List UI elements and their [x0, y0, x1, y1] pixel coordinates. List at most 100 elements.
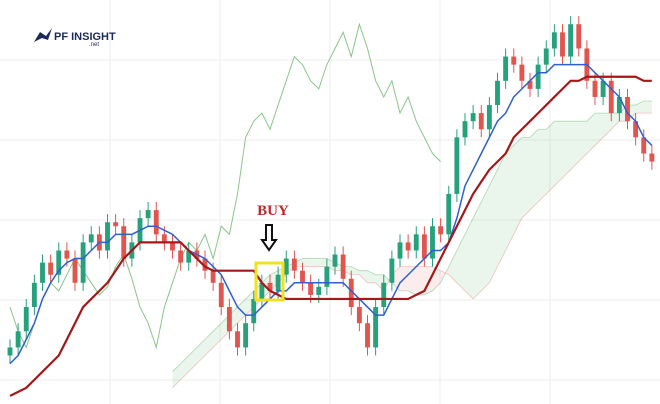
candle-body [15, 331, 21, 348]
cloud-segment [448, 250, 457, 283]
conversion-line [9, 63, 653, 365]
candle-body [121, 226, 127, 259]
cloud-segment [473, 202, 482, 299]
candle-body [64, 250, 70, 259]
candle-body [470, 113, 476, 122]
cloud-segment [196, 339, 205, 364]
candle-body [186, 250, 192, 263]
cloud-segment [570, 121, 579, 170]
logo: PF INSIGHT .net [34, 28, 116, 48]
candle-body [7, 347, 13, 356]
candle-body [535, 64, 541, 89]
highlight-box [254, 261, 285, 302]
cloud-segment [351, 266, 360, 275]
logo-name: PF INSIGHT [54, 31, 116, 43]
candle-body [145, 210, 151, 219]
cloud-segment [505, 145, 514, 251]
candle-body [405, 242, 411, 251]
candle-body [438, 226, 444, 235]
cloud-segment [562, 121, 571, 178]
cloud-segment [318, 258, 327, 267]
candle-body [267, 282, 273, 291]
logo-icon [34, 28, 52, 42]
candle-body [56, 250, 62, 275]
candle-body [625, 96, 630, 122]
candle-body [113, 222, 119, 227]
cloud-segment [205, 331, 214, 356]
candle-body [397, 242, 403, 259]
cloud-segment [456, 234, 465, 291]
candle-body [308, 282, 314, 295]
candle-body [332, 254, 338, 267]
candle-body [218, 282, 224, 308]
candle-body [210, 270, 216, 283]
candle-body [633, 121, 639, 138]
cloud-segment [578, 121, 587, 162]
cloud-segment [481, 185, 490, 291]
candle-body [283, 258, 289, 275]
cloud-segment [465, 218, 474, 299]
cloud-segment [595, 113, 604, 146]
candle-body [356, 307, 362, 324]
candle-body [519, 64, 525, 81]
candle-body [421, 234, 427, 259]
candle-body [486, 105, 492, 130]
candle-body [324, 266, 330, 287]
candle-body [495, 80, 500, 106]
candle-body [161, 234, 167, 243]
candle-body [568, 24, 574, 57]
cloud-segment [489, 169, 498, 283]
cloud-segment [554, 121, 563, 186]
candle-body [430, 226, 435, 259]
candle-body [31, 282, 37, 308]
cloud-segment [530, 129, 539, 211]
candle-body [23, 307, 29, 332]
candle-body [560, 32, 565, 57]
cloud-segment [213, 323, 222, 348]
plot [7, 16, 655, 397]
candle-body [251, 298, 257, 324]
cloud-segment [611, 113, 620, 130]
cloud-segment [521, 137, 530, 219]
candle-body [462, 121, 468, 138]
candle-body [365, 323, 370, 348]
candle-body [291, 258, 297, 271]
candle-body [226, 307, 232, 332]
candle-body [316, 286, 322, 295]
candle-body [592, 80, 598, 97]
candle-body [576, 24, 582, 49]
candle-body [153, 210, 159, 235]
base-line [9, 75, 652, 397]
candle-body [454, 137, 460, 194]
candle-body [348, 278, 354, 308]
candle-body [551, 32, 557, 49]
candle-body [340, 254, 346, 279]
candle-body [72, 258, 78, 283]
candle-body [503, 56, 509, 81]
annotation: BUY [257, 203, 289, 219]
cloud-segment [172, 363, 181, 388]
candle-body [641, 137, 647, 154]
cloud-segment [367, 270, 376, 283]
candle-body [381, 282, 387, 308]
candle-body [511, 56, 517, 65]
candle-body [413, 234, 419, 251]
candle-body [649, 153, 655, 162]
candle-body [389, 258, 395, 283]
cloud-segment [603, 113, 612, 138]
candle-body [40, 262, 45, 283]
cloud-span-a [172, 100, 652, 372]
candle-body [373, 307, 379, 348]
candle-body [80, 242, 86, 283]
cloud-segment [416, 266, 425, 295]
candle-body [48, 262, 54, 275]
cloud-segment [538, 129, 547, 202]
candle-body [105, 222, 110, 251]
candle-body [600, 80, 606, 97]
candle-body [243, 323, 249, 348]
candle-body [478, 113, 484, 130]
arrow [260, 224, 278, 252]
cloud-segment [635, 101, 644, 114]
